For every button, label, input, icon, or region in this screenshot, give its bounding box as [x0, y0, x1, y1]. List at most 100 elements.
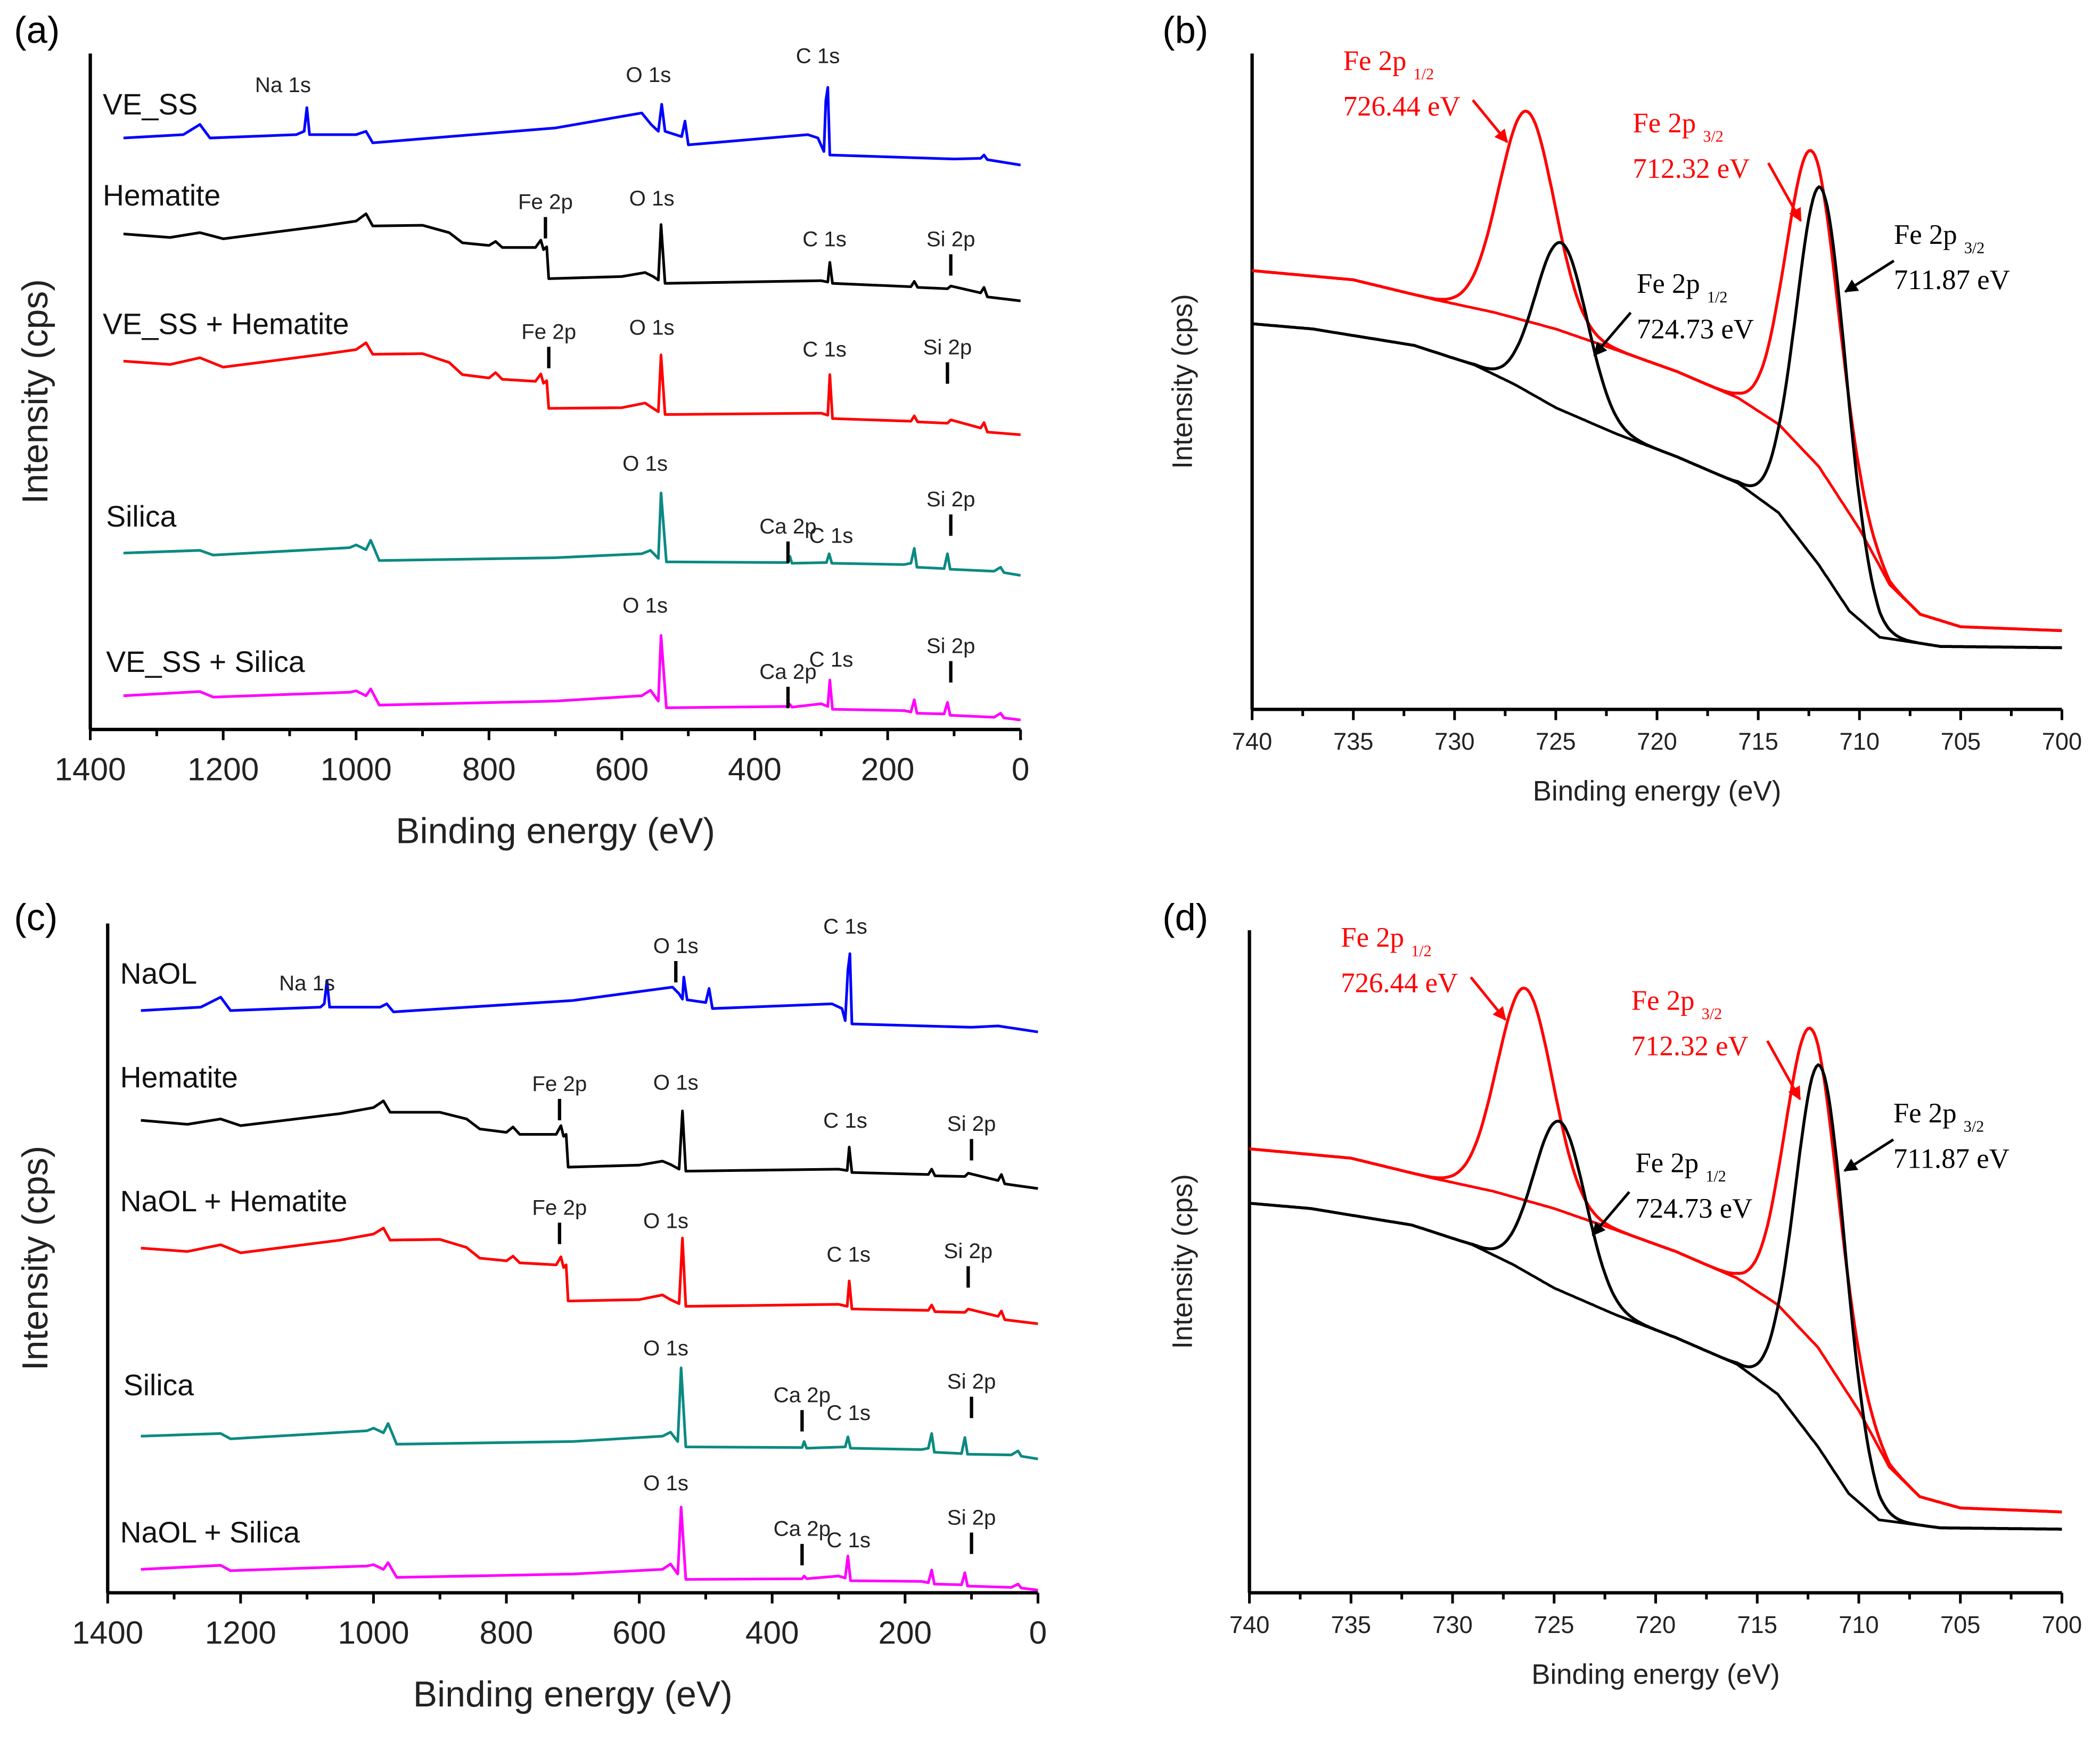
- sample-label: VE_SS + Hematite: [103, 307, 349, 340]
- x-tick-label: 730: [1432, 1611, 1472, 1638]
- x-tick-label: 0: [1012, 751, 1030, 787]
- x-tick-label: 715: [1738, 728, 1778, 755]
- panel-b-fe2p: (b) 740 735 730 725 720 715 710 705 700 Binding en…: [1162, 9, 2082, 807]
- spectrum-line: [141, 1226, 1038, 1325]
- x-tick-label: 720: [1637, 728, 1677, 755]
- panel-a-survey: (a) 1400 1200 1000 800 600 400 200 0 Binding ener…: [14, 9, 1029, 851]
- peak-label: Ca 2p: [759, 660, 816, 684]
- x-tick-label: 720: [1636, 1611, 1676, 1638]
- peak-label: Fe 2p: [521, 319, 576, 343]
- peak-name: Fe 2p: [1894, 219, 1964, 250]
- peak-arrow: [1843, 1138, 1894, 1172]
- peak-label: Si 2p: [926, 227, 975, 251]
- peak-energy: 724.73 eV: [1635, 1193, 1752, 1224]
- x-tick-label: 600: [595, 751, 649, 787]
- peak-energy: 726.44 eV: [1343, 91, 1461, 122]
- peak-label: O 1s: [626, 63, 671, 87]
- peak-label: Fe 2p 3/2: [1633, 108, 1724, 145]
- x-tick-label: 200: [861, 751, 915, 787]
- sample-label: NaOL + Hematite: [120, 1185, 348, 1218]
- peak-energy: 712.32 eV: [1633, 153, 1750, 184]
- peak-label: C 1s: [826, 1401, 871, 1425]
- peak-label: C 1s: [823, 914, 867, 938]
- x-tick-label: 725: [1536, 728, 1576, 755]
- peak-subscript: 3/2: [1964, 239, 1985, 257]
- x-tick-label: 735: [1331, 1611, 1371, 1638]
- peak-label: Fe 2p 3/2: [1894, 219, 1985, 257]
- peak-label: O 1s: [653, 1070, 699, 1094]
- peak-label: Fe 2p: [518, 190, 573, 214]
- peak-label: Fe 2p 1/2: [1637, 268, 1728, 306]
- panel-label: (b): [1162, 9, 1208, 51]
- peak-label: O 1s: [622, 452, 668, 475]
- peak-label: Fe 2p: [532, 1195, 587, 1219]
- x-tick-label: 1000: [338, 1614, 409, 1651]
- x-axis-title: Binding energy (eV): [413, 1675, 733, 1714]
- sample-label: VE_SS: [103, 88, 198, 121]
- x-tick-label: 715: [1737, 1611, 1777, 1638]
- x-tick-label: 400: [745, 1614, 799, 1651]
- peak-label: Na 1s: [279, 971, 335, 995]
- peak-label: C 1s: [809, 647, 854, 671]
- envelope-line: [1249, 986, 2062, 1514]
- peak-label: C 1s: [802, 337, 847, 361]
- peak-energy: 711.87 eV: [1893, 1143, 2009, 1174]
- sample-label: NaOL: [120, 957, 197, 990]
- peak-label: O 1s: [643, 1209, 688, 1233]
- x-tick-label: 735: [1333, 728, 1373, 755]
- x-tick-label: 1000: [321, 751, 392, 787]
- x-axis-title: Binding energy (eV): [1533, 775, 1782, 807]
- panel-label: (c): [14, 896, 58, 938]
- peak-subscript: 3/2: [1703, 127, 1724, 145]
- peak-energy: 724.73 eV: [1637, 314, 1754, 345]
- spectrum-line: [123, 634, 1021, 721]
- x-tick-label: 730: [1434, 728, 1474, 755]
- peak-subscript: 1/2: [1707, 288, 1728, 306]
- background-line: [1252, 322, 2062, 649]
- x-tick-label: 705: [1940, 1611, 1980, 1638]
- peak-label: Si 2p: [947, 1369, 996, 1393]
- x-tick-label: 740: [1232, 728, 1272, 755]
- spectrum-line: [141, 1099, 1038, 1190]
- panel-d-fe2p: (d) 740 735 730 725 720 715 710 705 700 Binding en…: [1162, 896, 2082, 1690]
- y-axis-title: Intensity (cps): [1167, 294, 1198, 469]
- peak-name: Fe 2p: [1633, 108, 1703, 138]
- peak-label: Ca 2p: [774, 1383, 831, 1407]
- peak-label: Fe 2p 3/2: [1893, 1098, 1984, 1136]
- y-axis-title: Intensity (cps): [1167, 1174, 1198, 1349]
- peak-arrow: [1767, 162, 1802, 222]
- x-tick-label: 1200: [187, 751, 259, 787]
- peak-arrow: [1766, 1040, 1801, 1101]
- peak-label: O 1s: [629, 316, 675, 340]
- peak-label: Si 2p: [926, 634, 975, 658]
- peak-name: Fe 2p: [1635, 1147, 1705, 1178]
- sample-label: Silica: [124, 1369, 194, 1402]
- panel-label: (a): [14, 9, 60, 51]
- x-tick-label: 740: [1229, 1611, 1269, 1638]
- x-tick-label: 600: [612, 1614, 666, 1651]
- peak-label: Fe 2p 3/2: [1631, 985, 1722, 1023]
- peak-name: Fe 2p: [1893, 1098, 1964, 1129]
- sample-label: Hematite: [103, 179, 220, 212]
- peak-arrow: [1593, 311, 1632, 357]
- envelope-line: [1249, 1063, 2062, 1531]
- peak-label: C 1s: [802, 227, 847, 251]
- peak-label: Ca 2p: [774, 1517, 831, 1541]
- peak-label: O 1s: [643, 1471, 688, 1495]
- peak-label: Fe 2p 1/2: [1341, 922, 1432, 960]
- spectrum-line: [123, 491, 1021, 577]
- peak-name: Fe 2p: [1637, 268, 1707, 299]
- sample-label: VE_SS + Silica: [106, 645, 305, 678]
- spectrum-line: [123, 341, 1021, 437]
- peak-label: O 1s: [622, 593, 668, 617]
- spectrum-line: [141, 1366, 1038, 1460]
- envelope-line: [1252, 185, 2062, 650]
- peak-label: O 1s: [643, 1336, 688, 1360]
- peak-label: O 1s: [653, 934, 699, 958]
- x-tick-label: 400: [728, 751, 782, 787]
- envelope-line: [1252, 109, 2062, 633]
- x-tick-label: 200: [878, 1614, 932, 1651]
- x-axis-title: Binding energy (eV): [1531, 1659, 1780, 1690]
- x-tick-label: 710: [1840, 728, 1880, 755]
